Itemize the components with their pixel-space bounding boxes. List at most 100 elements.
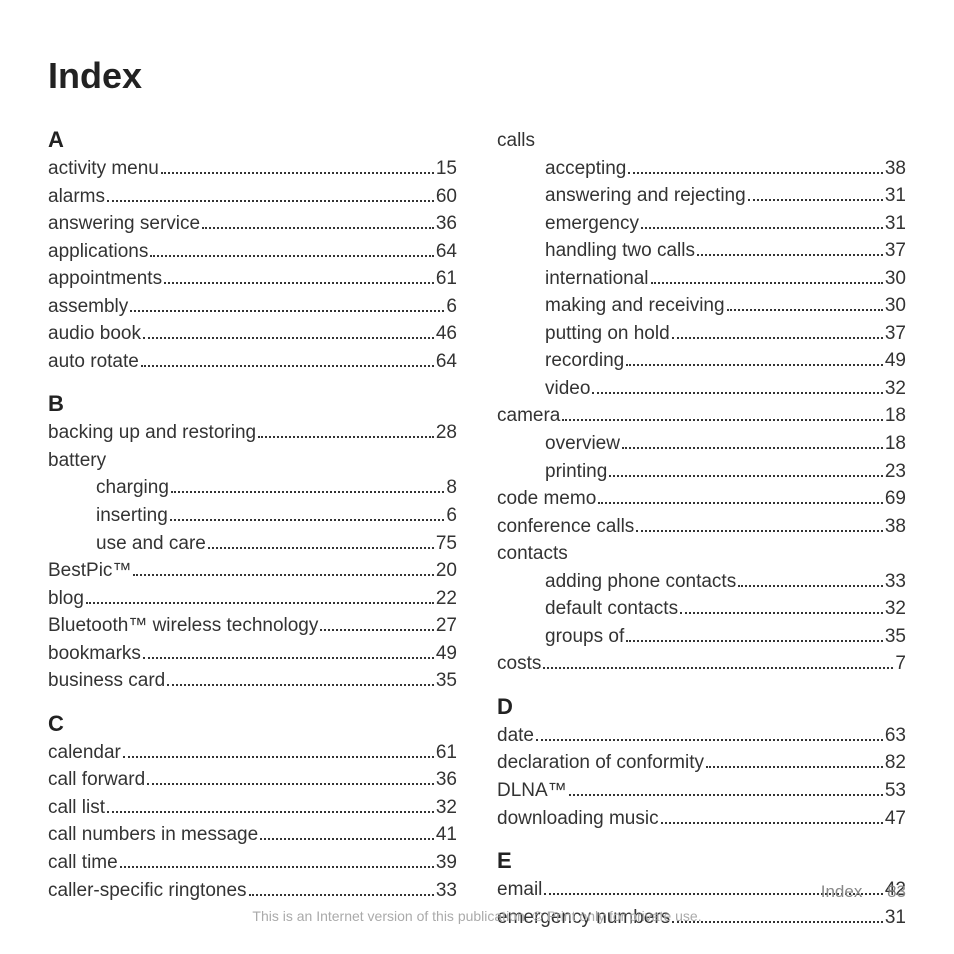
leader-dots [651, 282, 883, 284]
index-entry: audio book 46 [48, 320, 457, 348]
entry-page: 32 [436, 794, 457, 822]
entry-label: recording [545, 347, 624, 375]
entry-label: handling two calls [545, 237, 695, 265]
leader-dots [161, 172, 434, 174]
index-entry: emergency 31 [497, 210, 906, 238]
index-columns: Aactivity menu 15alarms 60answering serv… [48, 127, 906, 931]
entry-page: 6 [446, 293, 457, 321]
leader-dots [543, 667, 893, 669]
index-entry: calendar 61 [48, 739, 457, 767]
entry-label: call numbers in message [48, 821, 258, 849]
index-entry: adding phone contacts 33 [497, 568, 906, 596]
leader-dots [320, 629, 433, 631]
entry-page: 8 [446, 474, 457, 502]
entry-label: video [545, 375, 590, 403]
index-entry: camera 18 [497, 402, 906, 430]
index-entry: accepting 38 [497, 155, 906, 183]
entry-label: battery [48, 447, 106, 475]
entry-page: 31 [885, 182, 906, 210]
leader-dots [143, 657, 434, 659]
entry-label: call list [48, 794, 105, 822]
entry-page: 64 [436, 238, 457, 266]
entry-page: 39 [436, 849, 457, 877]
index-entry: calls [497, 127, 906, 155]
index-entry: overview 18 [497, 430, 906, 458]
section-letter: C [48, 711, 457, 737]
leader-dots [661, 822, 883, 824]
entry-label: code memo [497, 485, 596, 513]
entry-page: 35 [885, 623, 906, 651]
entry-page: 75 [436, 530, 457, 558]
entry-label: contacts [497, 540, 568, 568]
leader-dots [536, 739, 883, 741]
leader-dots [697, 254, 883, 256]
section-letter: B [48, 391, 457, 417]
leader-dots [133, 574, 433, 576]
entry-page: 49 [885, 347, 906, 375]
index-entry: call time 39 [48, 849, 457, 877]
index-entry: answering service 36 [48, 210, 457, 238]
leader-dots [260, 838, 434, 840]
index-entry: activity menu 15 [48, 155, 457, 183]
entry-page: 60 [436, 183, 457, 211]
index-entry: groups of 35 [497, 623, 906, 651]
index-entry: BestPic™ 20 [48, 557, 457, 585]
leader-dots [738, 585, 883, 587]
index-entry: conference calls 38 [497, 513, 906, 541]
leader-dots [202, 227, 434, 229]
entry-page: 32 [885, 595, 906, 623]
leader-dots [672, 337, 883, 339]
leader-dots [626, 364, 883, 366]
entry-label: Bluetooth™ wireless technology [48, 612, 318, 640]
entry-label: appointments [48, 265, 162, 293]
index-entry: bookmarks 49 [48, 640, 457, 668]
index-entry: putting on hold 37 [497, 320, 906, 348]
entry-page: 41 [436, 821, 457, 849]
entry-label: call forward [48, 766, 145, 794]
entry-page: 18 [885, 430, 906, 458]
index-entry: code memo 69 [497, 485, 906, 513]
entry-label: conference calls [497, 513, 634, 541]
entry-label: overview [545, 430, 620, 458]
footer-page-info: Index 83 [0, 882, 954, 902]
leader-dots [706, 766, 883, 768]
index-entry: applications 64 [48, 238, 457, 266]
footer-label: Index [821, 882, 863, 901]
page-title: Index [48, 55, 906, 97]
entry-page: 18 [885, 402, 906, 430]
entry-label: use and care [96, 530, 206, 558]
index-entry: international 30 [497, 265, 906, 293]
entry-page: 23 [885, 458, 906, 486]
leader-dots [598, 502, 883, 504]
leader-dots [680, 612, 883, 614]
leader-dots [258, 436, 434, 438]
leader-dots [147, 783, 434, 785]
index-entry: DLNA™ 53 [497, 777, 906, 805]
section-letter: A [48, 127, 457, 153]
entry-label: calls [497, 127, 535, 155]
leader-dots [130, 310, 444, 312]
index-entry: answering and rejecting 31 [497, 182, 906, 210]
entry-page: 64 [436, 348, 457, 376]
footer-page-number: 83 [887, 882, 906, 901]
page-footer: Index 83 This is an Internet version of … [0, 882, 954, 924]
entry-page: 35 [436, 667, 457, 695]
entry-label: calendar [48, 739, 121, 767]
index-entry: handling two calls 37 [497, 237, 906, 265]
leader-dots [120, 866, 434, 868]
entry-label: alarms [48, 183, 105, 211]
entry-page: 37 [885, 237, 906, 265]
entry-page: 30 [885, 292, 906, 320]
leader-dots [727, 309, 883, 311]
leader-dots [628, 172, 883, 174]
index-entry: making and receiving 30 [497, 292, 906, 320]
leader-dots [636, 530, 883, 532]
entry-label: default contacts [545, 595, 678, 623]
entry-label: business card [48, 667, 165, 695]
entry-label: international [545, 265, 649, 293]
entry-label: BestPic™ [48, 557, 131, 585]
entry-label: putting on hold [545, 320, 670, 348]
entry-page: 82 [885, 749, 906, 777]
index-entry: costs 7 [497, 650, 906, 678]
entry-page: 61 [436, 265, 457, 293]
